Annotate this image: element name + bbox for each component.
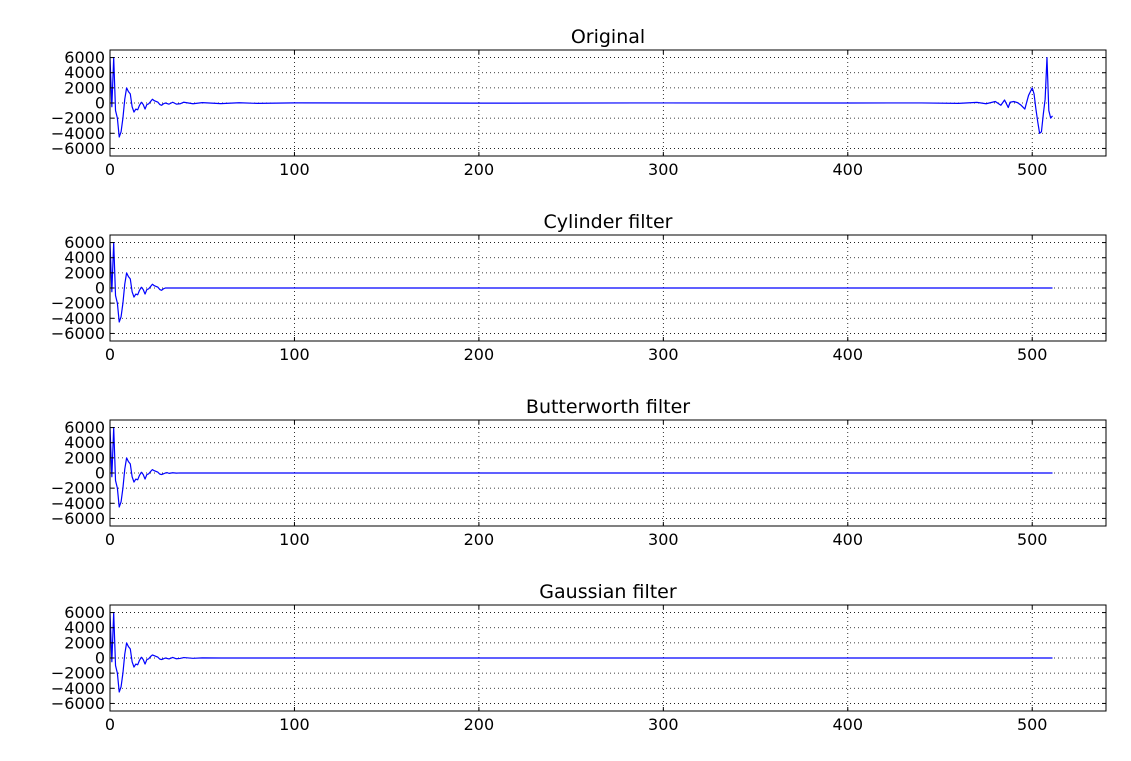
- x-tick-label: 100: [279, 530, 310, 549]
- subplot-title: Butterworth filter: [526, 396, 690, 418]
- y-tick-label: −6000: [51, 139, 105, 158]
- y-tick-label: 4000: [64, 618, 105, 637]
- x-tick-label: 100: [279, 160, 310, 179]
- x-tick-label: 500: [1017, 530, 1048, 549]
- series-line: [110, 611, 1053, 693]
- x-tick-label: 400: [833, 160, 864, 179]
- x-tick-label: 200: [464, 715, 495, 734]
- x-tick-label: 100: [279, 345, 310, 364]
- x-tick-label: 100: [279, 715, 310, 734]
- x-tick-label: 300: [648, 160, 679, 179]
- y-tick-label: 6000: [64, 233, 105, 252]
- y-tick-label: 4000: [64, 248, 105, 267]
- y-tick-label: −2000: [51, 479, 105, 498]
- series-line: [110, 426, 1053, 508]
- subplot-title: Original: [571, 26, 645, 48]
- y-tick-label: −4000: [51, 679, 105, 698]
- series-line: [110, 241, 1053, 323]
- y-tick-label: −6000: [51, 324, 105, 343]
- x-tick-label: 400: [833, 345, 864, 364]
- y-tick-label: −4000: [51, 124, 105, 143]
- y-tick-label: −4000: [51, 494, 105, 513]
- y-tick-label: −2000: [51, 109, 105, 128]
- x-tick-label: 300: [648, 345, 679, 364]
- series-line: [110, 56, 1053, 138]
- x-tick-label: 200: [464, 530, 495, 549]
- subplot-title: Gaussian filter: [539, 581, 677, 603]
- x-tick-label: 500: [1017, 715, 1048, 734]
- y-tick-label: 0: [95, 94, 105, 113]
- x-tick-label: 300: [648, 530, 679, 549]
- y-tick-label: −2000: [51, 664, 105, 683]
- x-tick-label: 0: [105, 345, 115, 364]
- y-tick-label: −4000: [51, 309, 105, 328]
- y-tick-label: 0: [95, 464, 105, 483]
- y-tick-label: 6000: [64, 603, 105, 622]
- subplot-title: Cylinder filter: [544, 211, 673, 233]
- y-tick-label: 0: [95, 279, 105, 298]
- x-tick-label: 400: [833, 715, 864, 734]
- x-tick-label: 0: [105, 530, 115, 549]
- y-tick-label: 2000: [64, 78, 105, 97]
- x-tick-label: 400: [833, 530, 864, 549]
- x-tick-label: 300: [648, 715, 679, 734]
- x-tick-label: 0: [105, 715, 115, 734]
- y-tick-label: 4000: [64, 433, 105, 452]
- y-tick-label: 2000: [64, 633, 105, 652]
- y-tick-label: −6000: [51, 694, 105, 713]
- subplot-2: Cylinder filter 0 100 200 300 400 500 600040002…: [51, 211, 1107, 364]
- y-tick-label: 6000: [64, 418, 105, 437]
- y-tick-label: −6000: [51, 509, 105, 528]
- x-tick-label: 200: [464, 160, 495, 179]
- y-tick-label: 6000: [64, 48, 105, 67]
- x-tick-label: 500: [1017, 345, 1048, 364]
- y-tick-label: 0: [95, 649, 105, 668]
- y-tick-label: −2000: [51, 294, 105, 313]
- y-tick-label: 2000: [64, 263, 105, 282]
- y-tick-label: 4000: [64, 63, 105, 82]
- x-tick-label: 200: [464, 345, 495, 364]
- x-tick-label: 0: [105, 160, 115, 179]
- x-tick-label: 500: [1017, 160, 1048, 179]
- subplot-4: Gaussian filter 0 100 200 300 400 500 600040002…: [51, 581, 1107, 734]
- subplot-3: Butterworth filter 0 100 200 300 400 500 600040…: [51, 396, 1107, 549]
- y-tick-label: 2000: [64, 448, 105, 467]
